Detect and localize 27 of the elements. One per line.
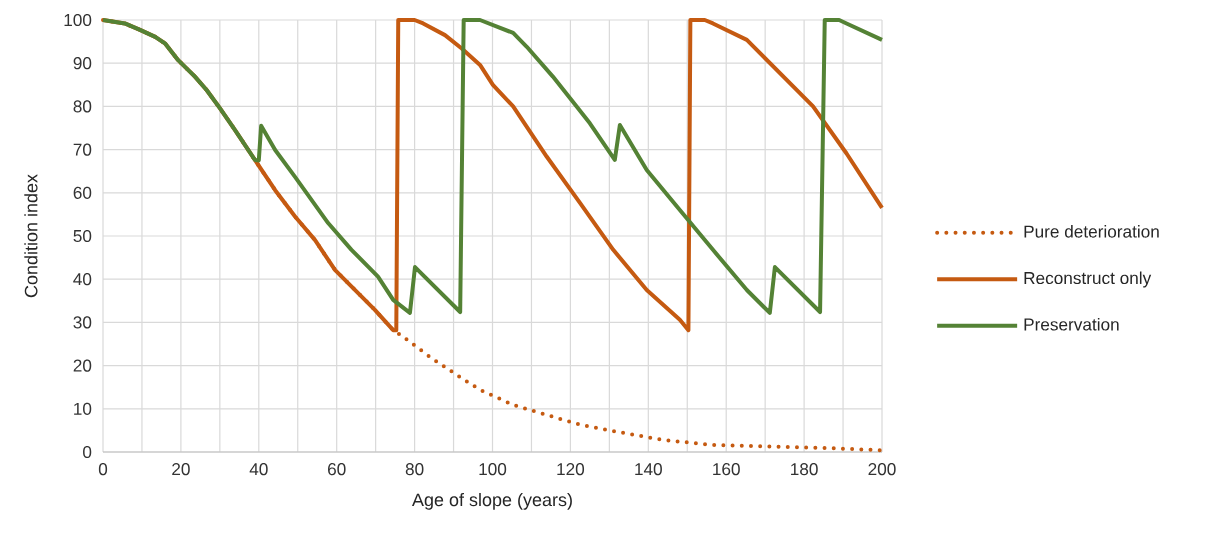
legend-label: Preservation xyxy=(1024,317,1119,331)
y-tick-label: 50 xyxy=(73,229,92,243)
x-tick-label: 80 xyxy=(405,463,424,476)
x-tick-label: 40 xyxy=(249,463,268,476)
y-tick-label: 20 xyxy=(73,359,92,372)
y-axis-title: Condition index xyxy=(24,174,38,298)
y-tick-label: 70 xyxy=(73,143,92,156)
x-tick-label: 100 xyxy=(479,463,507,476)
x-axis-title: Age of slope (years) xyxy=(411,492,572,510)
y-tick-label: 30 xyxy=(73,316,92,329)
x-tick-label: 180 xyxy=(791,463,818,476)
y-tick-label: 100 xyxy=(64,13,92,27)
y-tick-label: 10 xyxy=(74,402,92,415)
y-tick-label: 0 xyxy=(83,445,92,459)
x-tick-label: 0 xyxy=(98,463,108,476)
y-tick-label: 60 xyxy=(73,186,92,199)
x-tick-label: 160 xyxy=(713,463,740,476)
x-tick-label: 120 xyxy=(557,463,585,476)
x-tick-label: 60 xyxy=(328,463,346,476)
y-tick-label: 40 xyxy=(73,273,92,286)
x-tick-label: 140 xyxy=(635,463,662,476)
legend-label: Reconstruct only xyxy=(1024,271,1152,288)
legend-label: Pure deterioration xyxy=(1024,225,1159,238)
x-tick-label: 200 xyxy=(868,463,896,476)
y-tick-label: 90 xyxy=(73,57,92,70)
x-tick-label: 20 xyxy=(172,463,190,476)
y-tick-label: 80 xyxy=(73,100,92,113)
